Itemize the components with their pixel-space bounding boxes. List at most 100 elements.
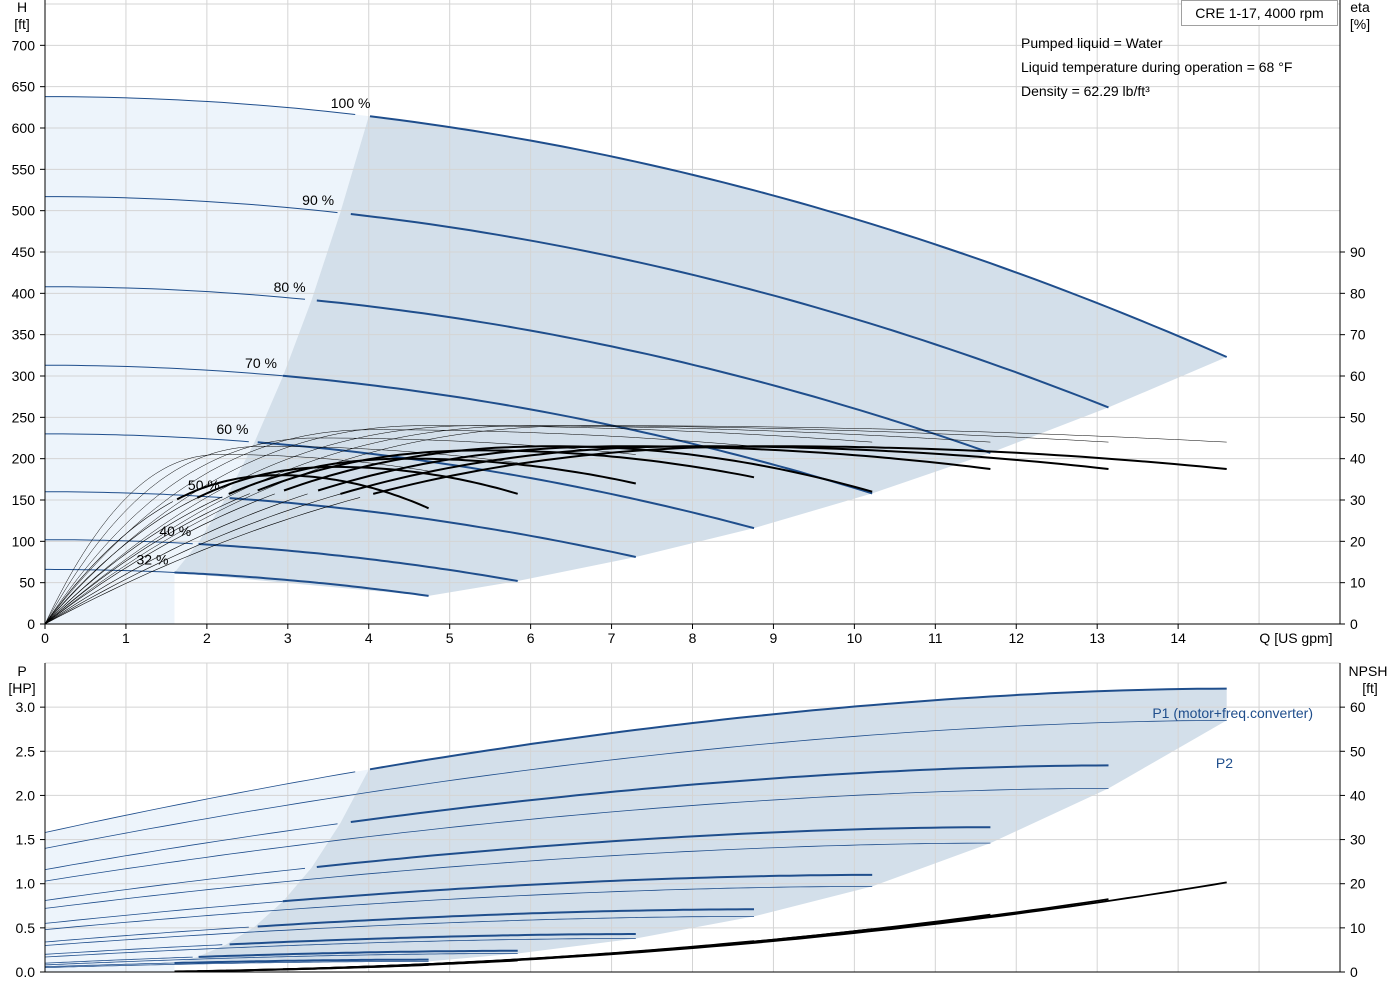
y-tick-label: 100 — [12, 533, 36, 549]
eta-curve-60 — [257, 449, 755, 492]
p1-curve-thin-32 — [44, 962, 175, 968]
head-curve-50 — [229, 497, 637, 558]
p1-series-label: P1 (motor+freq.converter) — [1152, 705, 1313, 721]
y2-tick-label: 0 — [1350, 616, 1358, 632]
p2-curve-50 — [44, 938, 636, 958]
head-curve-thin-100 — [45, 96, 356, 115]
y-tick-label: 700 — [12, 37, 36, 53]
y-tick-label: 250 — [12, 409, 36, 425]
head-curve-thin-80 — [45, 286, 306, 300]
x-tick-label: 5 — [446, 630, 454, 646]
npsh-tick-label: 30 — [1350, 832, 1366, 848]
y2-tick-label: 80 — [1350, 285, 1366, 301]
x-tick-label: 8 — [689, 630, 697, 646]
head-curve-60 — [257, 441, 755, 530]
head-curve-40 — [198, 543, 518, 582]
p-tick-label: 0.0 — [16, 964, 36, 980]
x-tick-label: 10 — [847, 630, 863, 646]
y2-tick-label: 20 — [1350, 533, 1366, 549]
p1-curve-thin-80 — [44, 867, 306, 901]
p-tick-label: 3.0 — [16, 699, 36, 715]
eta-hydraulic-curve-60 — [44, 429, 755, 625]
head-curves: 100 %90 %80 %70 %60 %50 %40 %32 % — [45, 95, 1228, 597]
power-area-dark — [174, 688, 1227, 963]
y-tick-label: 200 — [12, 451, 36, 467]
speed-label-50: 50 % — [188, 477, 220, 493]
y2-tick-label: 90 — [1350, 244, 1366, 260]
efficiency-curves — [44, 425, 1227, 625]
y-tick-label: 650 — [12, 79, 36, 95]
x-tick-label: 7 — [608, 630, 616, 646]
y-tick-label: 350 — [12, 327, 36, 343]
y-tick-label: 500 — [12, 203, 36, 219]
npsh-tick-label: 0 — [1350, 964, 1358, 980]
eta-curve-thin-90 — [44, 493, 341, 625]
head-curve-100 — [369, 115, 1228, 358]
y-tick-label: 300 — [12, 368, 36, 384]
y-tick-label: 550 — [12, 161, 36, 177]
model-label: CRE 1-17, 4000 rpm — [1181, 0, 1338, 26]
p1-curve-thin-100 — [44, 771, 356, 833]
head-curve-32 — [174, 571, 429, 597]
p2-curve-32 — [44, 961, 429, 968]
info-pumped-liquid: Pumped liquid = Water — [1021, 35, 1163, 51]
y2-tick-label: 60 — [1350, 368, 1366, 384]
npsh-tick-label: 60 — [1350, 699, 1366, 715]
x-tick-label: 4 — [365, 630, 373, 646]
eta-curve-70 — [283, 445, 873, 493]
power-axes: 0.0 0.5 1.0 1.5 2.0 2.5 3.0 0 10 20 30 40 50 60 P[HP] N… — [8, 663, 1387, 980]
p2-curve-100 — [44, 720, 1227, 849]
eta-hydraulic-curve-50 — [44, 437, 636, 625]
npsh-axis-unit: [ft] — [1362, 680, 1378, 696]
p1-curve-60 — [257, 908, 754, 928]
x-axis-label: Q [US gpm] — [1259, 630, 1332, 646]
x-tick-label: 14 — [1170, 630, 1186, 646]
y-tick-label: 150 — [12, 492, 36, 508]
eta-curve-thin-100 — [44, 497, 361, 625]
p1-curve-thin-50 — [44, 944, 223, 955]
p-tick-label: 1.5 — [16, 832, 36, 848]
x-tick-label: 11 — [928, 630, 943, 646]
p-tick-label: 2.5 — [16, 743, 36, 759]
npsh-tick-label: 20 — [1350, 876, 1366, 892]
p-tick-label: 0.5 — [16, 920, 36, 936]
y-tick-label: 0 — [27, 616, 35, 632]
p1-curve-80 — [316, 826, 991, 868]
eta-hydraulic-curve-40 — [44, 446, 518, 625]
eta-hydraulic-curve-90 — [44, 425, 1109, 625]
speed-label-60: 60 % — [216, 421, 248, 437]
y2-axis-unit: [%] — [1350, 16, 1370, 32]
p1-curve-thin-40 — [44, 956, 193, 964]
p2-series-label: P2 — [1216, 755, 1233, 771]
p2-curve-80 — [44, 842, 991, 909]
power-curves: P1 (motor+freq.converter) P2 — [44, 687, 1313, 973]
y-tick-label: 50 — [19, 575, 35, 591]
x-tick-label: 2 — [203, 630, 211, 646]
x-tick-label: 3 — [284, 630, 292, 646]
x-tick-label: 13 — [1089, 630, 1105, 646]
p1-curve-40 — [198, 949, 518, 958]
p2-curve-60 — [44, 916, 754, 946]
p1-curve-32 — [174, 958, 429, 964]
eta-hydraulic-curve-32 — [44, 454, 429, 625]
p-axis-label: P — [17, 663, 26, 679]
p-tick-label: 2.0 — [16, 787, 36, 803]
speed-label-90: 90 % — [302, 192, 334, 208]
y-tick-label: 600 — [12, 120, 36, 136]
eta-curve-90 — [340, 445, 1109, 495]
p1-curve-100 — [369, 687, 1227, 771]
info-density: Density = 62.29 lb/ft³ — [1021, 83, 1150, 99]
p1-curve-50 — [229, 933, 636, 946]
head-grid — [44, 0, 1341, 625]
eta-curve-50 — [228, 457, 637, 495]
head-curve-70 — [282, 374, 873, 495]
y-axis-unit: [ft] — [14, 16, 30, 32]
speed-label-70: 70 % — [245, 355, 277, 371]
y2-tick-label: 50 — [1350, 409, 1366, 425]
eta-curve-thin-70 — [44, 493, 275, 625]
x-tick-label: 1 — [122, 630, 130, 646]
y-tick-label: 450 — [12, 244, 36, 260]
eta-curve-thin-32 — [44, 501, 174, 625]
head-curve-thin-70 — [45, 364, 283, 377]
